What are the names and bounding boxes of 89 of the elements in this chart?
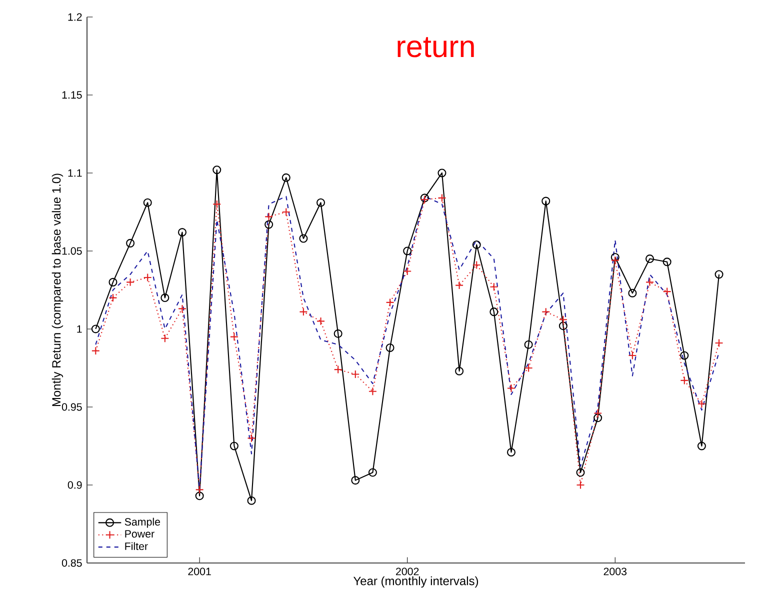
point <box>247 434 256 442</box>
point <box>334 365 342 374</box>
point <box>212 200 222 208</box>
y-tick-label: 0.9 <box>68 481 82 489</box>
point <box>126 278 135 286</box>
point <box>542 196 550 206</box>
point <box>143 198 152 207</box>
point <box>403 246 412 256</box>
y-tick-label: 1.05 <box>62 247 82 255</box>
point <box>594 408 602 418</box>
point <box>506 448 516 456</box>
point <box>160 334 170 343</box>
point <box>403 266 412 276</box>
point <box>697 442 706 450</box>
point <box>282 173 290 182</box>
point <box>299 234 308 243</box>
point <box>368 387 377 396</box>
point <box>230 332 238 342</box>
point <box>316 198 326 207</box>
point <box>680 351 689 360</box>
point <box>594 414 602 422</box>
legend-label: Filter <box>125 542 148 550</box>
point <box>299 308 308 316</box>
x-tick-label: 2001 <box>188 568 211 576</box>
point <box>455 366 464 376</box>
y-tick-label: 1.2 <box>68 13 82 21</box>
point <box>558 322 568 330</box>
y-tick-label: 1.1 <box>68 169 82 177</box>
y-tick-label: 1.15 <box>62 91 82 99</box>
point <box>438 194 446 202</box>
point <box>680 376 689 385</box>
point <box>490 282 498 292</box>
point <box>143 273 152 282</box>
point <box>558 315 568 324</box>
chart-title: return <box>398 37 474 58</box>
point <box>264 220 274 229</box>
point <box>334 329 342 338</box>
point <box>645 254 654 264</box>
point <box>576 480 585 490</box>
point <box>386 298 394 307</box>
point <box>351 370 360 378</box>
point <box>195 492 204 500</box>
point <box>490 308 498 316</box>
point <box>628 288 637 298</box>
x-axis-title: Year (monthly intervals) <box>353 576 478 588</box>
point <box>108 294 118 302</box>
point <box>178 304 187 313</box>
point <box>212 166 222 174</box>
point <box>316 316 326 326</box>
point <box>91 324 100 334</box>
point <box>282 208 290 216</box>
point <box>472 240 481 250</box>
point <box>438 168 446 178</box>
point <box>506 384 516 393</box>
point <box>628 351 637 360</box>
y-axis-title: Montly Return (compared to base value 1.0) <box>52 174 64 406</box>
point <box>697 400 706 408</box>
legend-label: Sample <box>124 518 160 528</box>
point <box>714 270 724 279</box>
point <box>91 346 100 356</box>
point <box>455 281 464 290</box>
point <box>542 308 550 316</box>
point <box>230 442 238 450</box>
point <box>472 260 481 270</box>
point <box>610 256 620 265</box>
x-tick-label: 2002 <box>396 568 419 576</box>
point <box>351 476 360 485</box>
y-tick-label: 1 <box>77 325 82 333</box>
point <box>662 287 672 296</box>
point <box>645 278 654 286</box>
point <box>524 340 533 349</box>
y-tick-label: 0.85 <box>62 559 82 567</box>
legend-label: Power <box>125 530 154 538</box>
point <box>126 238 135 248</box>
point <box>610 252 620 262</box>
point <box>368 468 377 477</box>
point <box>386 343 394 352</box>
point <box>178 228 187 237</box>
point <box>160 294 170 302</box>
point <box>662 258 672 266</box>
point <box>108 278 118 286</box>
point <box>247 496 256 505</box>
point <box>264 212 274 221</box>
point <box>714 338 724 348</box>
y-tick-label: 0.95 <box>62 403 82 411</box>
point <box>195 485 204 494</box>
point <box>524 364 533 372</box>
point <box>576 468 585 477</box>
x-tick-label: 2003 <box>604 568 627 576</box>
